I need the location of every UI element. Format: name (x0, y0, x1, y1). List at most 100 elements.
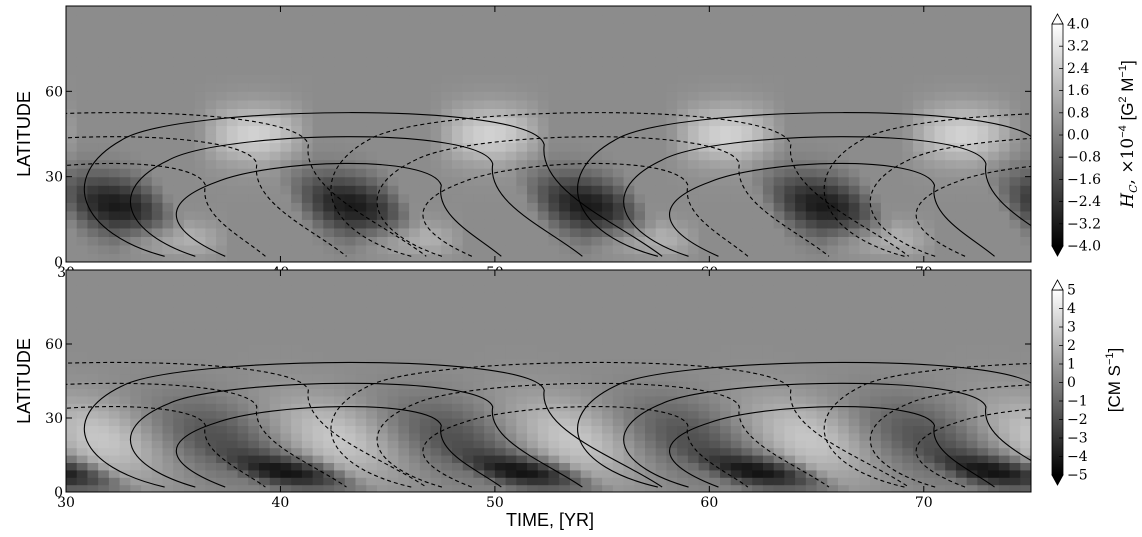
heatmap-cell (506, 359, 517, 367)
heatmap-cell (795, 117, 806, 126)
heatmap-cell (645, 322, 656, 330)
heatmap-cell (452, 117, 463, 126)
heatmap-cell (570, 381, 581, 389)
heatmap-cell (173, 359, 184, 367)
heatmap-cell (259, 177, 270, 186)
heatmap-cell (66, 185, 77, 194)
heatmap-cell (87, 285, 98, 293)
heatmap-cell (130, 462, 141, 470)
heatmap-cell (473, 211, 484, 220)
heatmap-cell (98, 74, 109, 83)
heatmap-cell (280, 270, 291, 278)
heatmap-cell (720, 403, 731, 411)
heatmap-cell (302, 40, 313, 49)
heatmap-cell (409, 211, 420, 220)
heatmap-cell (409, 40, 420, 49)
heatmap-cell (98, 168, 109, 177)
heatmap-cell (141, 49, 152, 58)
heatmap-cell (827, 125, 838, 134)
heatmap-cell (77, 49, 88, 58)
heatmap-cell (109, 151, 120, 160)
heatmap-cell (838, 329, 849, 337)
heatmap-cell (859, 91, 870, 100)
heatmap-cell (87, 143, 98, 152)
heatmap-cell (495, 307, 506, 315)
heatmap-cell (677, 23, 688, 32)
heatmap-cell (323, 228, 334, 237)
heatmap-cell (280, 433, 291, 441)
heatmap-cell (366, 300, 377, 308)
heatmap-cell (624, 337, 635, 345)
heatmap-cell (516, 66, 527, 75)
heatmap-cell (184, 292, 195, 300)
heatmap-cell (763, 470, 774, 478)
heatmap-cell (720, 351, 731, 359)
heatmap-cell (227, 194, 238, 203)
heatmap-cell (666, 433, 677, 441)
heatmap-cell (666, 307, 677, 315)
heatmap-cell (302, 292, 313, 300)
heatmap-cell (999, 143, 1010, 152)
heatmap-cell (538, 329, 549, 337)
heatmap-cell (613, 228, 624, 237)
heatmap-cell (656, 253, 667, 262)
heatmap-cell (838, 83, 849, 92)
heatmap-cell (613, 100, 624, 109)
heatmap-cell (216, 396, 227, 404)
heatmap-cell (345, 125, 356, 134)
heatmap-cell (795, 151, 806, 160)
heatmap-cell (967, 74, 978, 83)
heatmap-cell (924, 160, 935, 169)
heatmap-cell (345, 403, 356, 411)
heatmap-cell (763, 337, 774, 345)
heatmap-cell (66, 455, 77, 463)
heatmap-cell (66, 477, 77, 485)
heatmap-cell (731, 32, 742, 41)
heatmap-cell (120, 6, 131, 15)
heatmap-cell (163, 300, 174, 308)
heatmap-cell (902, 228, 913, 237)
heatmap-cell (870, 253, 881, 262)
heatmap-cell (216, 40, 227, 49)
heatmap-cell (141, 40, 152, 49)
heatmap-cell (248, 23, 259, 32)
heatmap-cell (913, 245, 924, 254)
heatmap-cell (795, 125, 806, 134)
heatmap-cell (645, 418, 656, 426)
heatmap-cell (645, 425, 656, 433)
heatmap-cell (677, 6, 688, 15)
heatmap-cell (409, 245, 420, 254)
heatmap-cell (570, 100, 581, 109)
heatmap-cell (141, 228, 152, 237)
heatmap-cell (495, 314, 506, 322)
heatmap-cell (559, 151, 570, 160)
heatmap-cell (452, 411, 463, 419)
heatmap-cell (248, 477, 259, 485)
heatmap-cell (763, 322, 774, 330)
heatmap-cell (409, 403, 420, 411)
heatmap-cell (409, 108, 420, 117)
heatmap-cell (173, 15, 184, 24)
heatmap-cell (817, 351, 828, 359)
heatmap-cell (945, 151, 956, 160)
heatmap-cell (398, 440, 409, 448)
heatmap-cell (838, 23, 849, 32)
heatmap-cell (473, 117, 484, 126)
heatmap-cell (1010, 49, 1021, 58)
heatmap-cell (538, 168, 549, 177)
heatmap-cell (409, 253, 420, 262)
heatmap-cell (205, 151, 216, 160)
heatmap-cell (398, 411, 409, 419)
heatmap-cell (184, 374, 195, 382)
heatmap-cell (559, 388, 570, 396)
heatmap-cell (227, 15, 238, 24)
heatmap-cell (152, 74, 163, 83)
heatmap-cell (838, 143, 849, 152)
heatmap-cell (420, 40, 431, 49)
heatmap-cell (120, 49, 131, 58)
heatmap-cell (559, 485, 570, 493)
heatmap-cell (859, 228, 870, 237)
heatmap-cell (280, 211, 291, 220)
heatmap-cell (656, 202, 667, 211)
heatmap-cell (227, 32, 238, 41)
